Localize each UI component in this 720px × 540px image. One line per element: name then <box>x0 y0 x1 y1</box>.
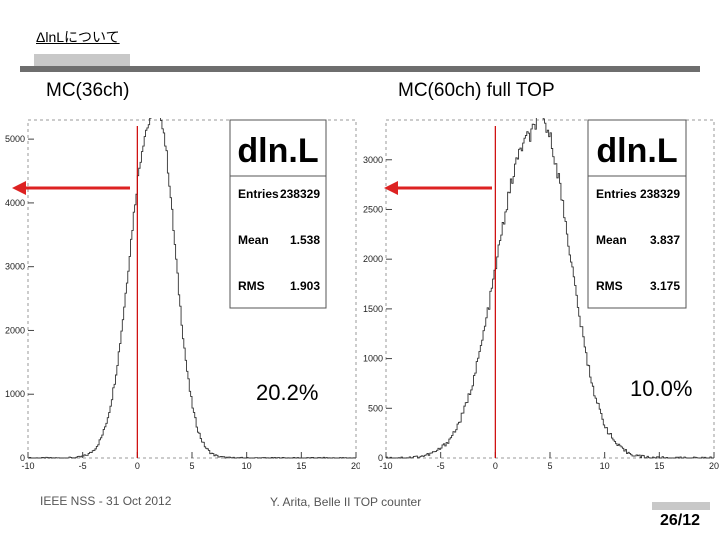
cut-arrow-head <box>12 181 26 195</box>
y-tick-label: 2000 <box>363 254 383 264</box>
y-tick-label: 4000 <box>5 198 25 208</box>
stats-entries-label: Entries <box>238 187 279 201</box>
y-tick-label: 1000 <box>5 389 25 399</box>
histogram-line <box>28 118 356 459</box>
x-tick-label: -10 <box>379 461 392 470</box>
x-tick-label: -5 <box>79 461 87 470</box>
x-tick-label: -10 <box>21 461 34 470</box>
y-tick-label: 1500 <box>363 304 383 314</box>
stats-rms-value: 1.903 <box>290 279 320 293</box>
y-tick-label: 0 <box>20 453 25 463</box>
x-tick-label: 5 <box>547 461 552 470</box>
stats-mean-value: 1.538 <box>290 233 320 247</box>
x-tick-label: 0 <box>135 461 140 470</box>
stats-rms-value: 3.175 <box>650 279 680 293</box>
y-tick-label: 2500 <box>363 204 383 214</box>
stats-box <box>229 119 327 309</box>
slide-title: ΔlnLについて <box>36 29 120 45</box>
x-tick-label: 5 <box>189 461 194 470</box>
x-tick-label: 20 <box>709 461 719 470</box>
stats-mean-value: 3.837 <box>650 233 680 247</box>
x-tick-label: 15 <box>296 461 306 470</box>
stats-entries-value: 238329 <box>640 187 680 201</box>
x-tick-label: 10 <box>600 461 610 470</box>
footer-conference: IEEE NSS - 31 Oct 2012 <box>40 494 172 508</box>
y-tick-label: 3000 <box>5 262 25 272</box>
cut-arrow-head <box>384 181 398 195</box>
y-tick-label: 0 <box>378 453 383 463</box>
y-tick-label: 500 <box>368 403 383 413</box>
stats-box <box>587 119 687 309</box>
footer-author: Y. Arita, Belle II TOP counter <box>270 495 422 509</box>
histogram-36ch: 0 1000 2000 3000 4000 5000 -10 -5 0 5 10 15 20 dln.L E… <box>5 118 360 470</box>
stats-title: dln.L <box>596 132 677 170</box>
panel-label-60ch: MC(60ch) full TOP <box>398 80 555 101</box>
x-tick-label: 10 <box>242 461 252 470</box>
x-tick-label: -5 <box>437 461 445 470</box>
stats-title: dln.L <box>237 132 318 170</box>
y-tick-label: 1000 <box>363 354 383 364</box>
y-tick-label: 3000 <box>363 155 383 165</box>
y-tick-label: 5000 <box>5 134 25 144</box>
percent-36ch: 20.2% <box>256 380 319 405</box>
page-number: 26/12 <box>660 512 701 529</box>
histogram-60ch: 0 500 1000 1500 2000 2500 3000 -10 -5 0 5 10 15 20 dln… <box>363 118 719 470</box>
stats-entries-value: 238329 <box>280 187 320 201</box>
stats-rms-label: RMS <box>596 279 623 293</box>
stats-rms-label: RMS <box>238 279 265 293</box>
percent-60ch: 10.0% <box>630 376 693 401</box>
stats-mean-label: Mean <box>238 233 269 247</box>
page-number-bar <box>652 502 710 510</box>
stats-mean-label: Mean <box>596 233 627 247</box>
y-tick-label: 2000 <box>5 325 25 335</box>
title-rule <box>20 66 700 72</box>
x-tick-label: 15 <box>654 461 664 470</box>
x-tick-label: 0 <box>493 461 498 470</box>
histogram-line <box>385 118 714 459</box>
panel-label-36ch: MC(36ch) <box>46 80 130 101</box>
x-tick-label: 20 <box>351 461 360 470</box>
stats-entries-label: Entries <box>596 187 637 201</box>
